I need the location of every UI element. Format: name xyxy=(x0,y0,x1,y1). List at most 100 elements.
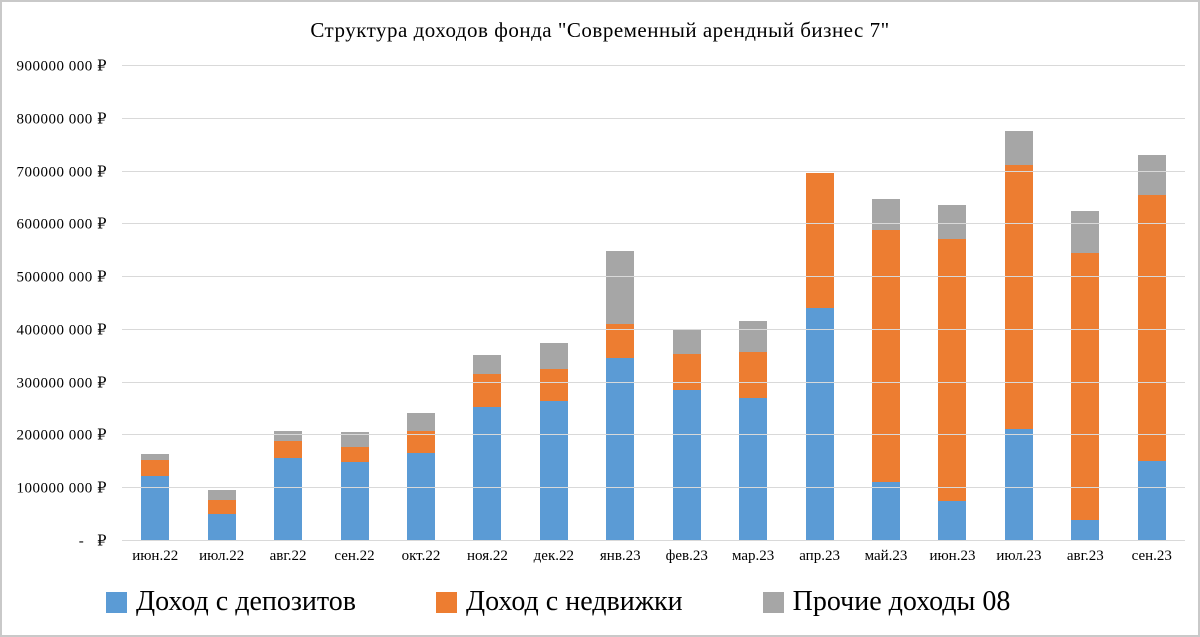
y-tick-label: 100000 000 ₽ xyxy=(16,480,107,497)
gridline xyxy=(122,434,1185,436)
bar-segment xyxy=(1071,252,1100,520)
legend-label: Доход с депозитов xyxy=(136,586,356,617)
bar-segment xyxy=(274,458,303,541)
x-tick-label: авг.23 xyxy=(1066,548,1104,564)
x-tick-label: июн.23 xyxy=(929,548,976,564)
bar-slot-июл.22 xyxy=(188,66,254,541)
bar-segment xyxy=(739,351,768,398)
bar-май.23 xyxy=(872,198,901,541)
bar-ноя.22 xyxy=(473,354,502,541)
x-tick-label: окт.22 xyxy=(401,548,441,564)
bar-segment xyxy=(340,446,369,462)
bar-segment xyxy=(672,329,701,355)
gridline xyxy=(122,223,1185,225)
bar-segment xyxy=(274,441,303,459)
bar-segment xyxy=(872,198,901,231)
bar-segment xyxy=(141,475,170,541)
bar-slot-авг.23 xyxy=(1052,66,1118,541)
bar-segment xyxy=(739,397,768,541)
x-tick-label: май.23 xyxy=(864,548,908,564)
bar-мар.23 xyxy=(739,321,768,541)
bar-segment xyxy=(1137,460,1166,541)
bar-июл.22 xyxy=(207,490,236,541)
bar-slot-сен.23 xyxy=(1119,66,1185,541)
legend-swatch-icon xyxy=(106,591,127,613)
bar-segment xyxy=(606,251,635,324)
legend-label: Прочие доходы 08 xyxy=(792,586,1011,617)
legend-label: Доход с недвижки xyxy=(466,586,683,617)
bar-июл.23 xyxy=(1004,130,1033,541)
bar-segment xyxy=(1071,211,1100,253)
bar-segment xyxy=(473,354,502,375)
bars-row xyxy=(122,66,1185,541)
x-tick-label: ноя.22 xyxy=(466,548,508,564)
legend-item: Доход с недвижки xyxy=(436,586,683,618)
bar-segment xyxy=(1004,165,1033,430)
bar-slot-фев.23 xyxy=(654,66,720,541)
bar-segment xyxy=(1004,130,1033,166)
legend-swatch-icon xyxy=(762,591,784,613)
x-tick-label: июн.22 xyxy=(132,548,179,564)
y-tick-label: - ₽ xyxy=(78,533,107,550)
bar-slot-сен.22 xyxy=(321,66,387,541)
bar-авг.22 xyxy=(274,431,303,541)
x-tick-label: сен.23 xyxy=(1131,548,1172,564)
bar-slot-окт.22 xyxy=(388,66,454,541)
bar-segment xyxy=(805,307,834,541)
y-tick-label: 700000 000 ₽ xyxy=(16,164,107,181)
bar-segment xyxy=(938,205,967,239)
legend-item: Доход с депозитов xyxy=(106,586,356,618)
bar-slot-июн.22 xyxy=(122,66,188,541)
bar-апр.23 xyxy=(805,173,834,541)
x-tick-label: июл.23 xyxy=(996,548,1042,564)
bar-slot-апр.23 xyxy=(786,66,852,541)
bar-сен.23 xyxy=(1137,155,1166,541)
bar-segment xyxy=(1004,429,1033,541)
bar-segment xyxy=(1137,155,1166,196)
bar-июн.23 xyxy=(938,205,967,541)
bar-segment xyxy=(539,401,568,541)
bar-segment xyxy=(805,173,834,308)
y-tick-label: 500000 000 ₽ xyxy=(16,269,107,286)
bar-segment xyxy=(672,389,701,541)
bar-segment xyxy=(872,482,901,541)
bar-slot-май.23 xyxy=(853,66,919,541)
bar-segment xyxy=(207,490,236,500)
y-tick-label: 600000 000 ₽ xyxy=(16,216,107,233)
bar-segment xyxy=(606,357,635,541)
bar-segment xyxy=(340,432,369,447)
gridline xyxy=(122,276,1185,278)
bar-янв.23 xyxy=(606,251,635,541)
x-tick-label: мар.23 xyxy=(732,548,775,564)
bar-segment xyxy=(406,430,435,453)
bar-slot-июл.23 xyxy=(986,66,1052,541)
y-tick-label: 200000 000 ₽ xyxy=(16,427,107,444)
bar-июн.22 xyxy=(141,453,170,541)
y-tick-label: 800000 000 ₽ xyxy=(16,111,107,128)
bar-slot-ноя.22 xyxy=(454,66,520,541)
gridline xyxy=(122,381,1185,383)
bar-сен.22 xyxy=(340,432,369,541)
bar-segment xyxy=(539,368,568,402)
y-axis: - ₽ 100000 000 ₽ 200000 000 ₽ 300000 000 ₽ 4… xyxy=(2,59,111,550)
x-tick-label: июл.22 xyxy=(199,548,245,564)
bar-segment xyxy=(539,343,568,369)
y-tick-label: 400000 000 ₽ xyxy=(16,322,107,339)
x-tick-label: авг.22 xyxy=(269,548,307,564)
bar-дек.22 xyxy=(539,343,568,541)
bar-авг.23 xyxy=(1071,211,1100,541)
gridline xyxy=(122,117,1185,119)
y-tick-label: 900000 000 ₽ xyxy=(16,58,107,75)
bar-segment xyxy=(938,501,967,541)
bar-segment xyxy=(207,499,236,514)
bar-segment xyxy=(406,452,435,541)
bar-segment xyxy=(872,230,901,483)
x-tick-label: янв.23 xyxy=(599,548,641,564)
bar-slot-июн.23 xyxy=(919,66,985,541)
bar-segment xyxy=(672,354,701,390)
bar-фев.23 xyxy=(672,329,701,541)
bar-segment xyxy=(207,513,236,541)
bar-slot-мар.23 xyxy=(720,66,786,541)
x-tick-label: фев.23 xyxy=(665,548,708,564)
